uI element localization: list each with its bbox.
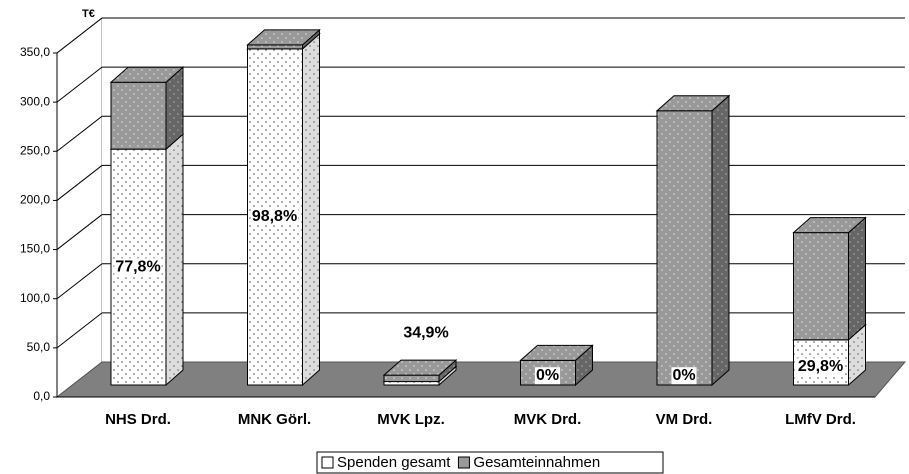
legend: Spenden gesamt Gesamteinnahmen [316,451,664,474]
bar-top [519,344,594,361]
y-tick-label: 150,0 [20,242,50,256]
annotation-bg [114,258,162,276]
grid-line [56,17,103,54]
annotation: 0% [672,367,695,384]
legend-swatch [457,456,470,469]
bar-top [109,66,185,83]
left-wall [56,16,103,399]
y-tick-label: 300,0 [20,94,50,108]
grid-line [56,115,103,152]
annotation-bg [796,358,845,376]
bar-segment [247,44,303,50]
annotation: 77,8% [115,258,160,275]
legend-label: Gesamteinnahmen [473,454,600,471]
bar-top [382,359,458,376]
y-tick-label: 350,0 [20,45,50,59]
bar-segment [793,232,849,341]
bar-top [792,217,867,234]
back-wall [102,18,905,362]
bar-side [848,216,866,341]
annotation: 98,8% [252,208,297,225]
floor [55,361,907,398]
annotation: 0% [536,367,559,384]
legend-box [316,451,664,474]
legend-label: Spenden gesamt [337,454,451,471]
x-tick-label: MVK Drd. [514,411,582,428]
grid-line [56,263,103,300]
y-tick-label: 250,0 [20,143,50,157]
bar-segment [110,81,167,150]
annotation-bg [250,208,299,226]
annotation: 29,8% [798,358,843,375]
x-tick-label: MNK Görl. [238,411,311,428]
legend-swatch [321,456,334,469]
y-tick-label: 200,0 [20,193,50,207]
bar-top [246,29,321,46]
annotation-bg [671,367,697,385]
bar-top [655,95,731,112]
unit-label: T€ [82,8,95,20]
bar-side [302,32,320,387]
annotation-bg [534,367,561,385]
bar-segment [656,110,713,386]
x-tick-label: LMfV Drd. [785,411,856,428]
bar-segment [383,381,440,386]
bar-side [711,94,730,387]
grid-line [56,66,103,103]
grid-line [56,165,103,201]
y-tick-label: 0,0 [33,389,50,403]
annotation: 34,9% [403,324,448,341]
grid-line [56,214,103,250]
y-tick-label: 100,0 [20,291,50,305]
bar-side [165,133,184,387]
x-tick-label: NHS Drd. [105,411,171,428]
x-tick-label: MVK Lpz. [377,411,445,428]
bar-segment [383,374,440,383]
y-tick-label: 50,0 [27,340,51,354]
x-tick-label: VM Drd. [656,411,713,428]
grid-line [56,312,103,349]
